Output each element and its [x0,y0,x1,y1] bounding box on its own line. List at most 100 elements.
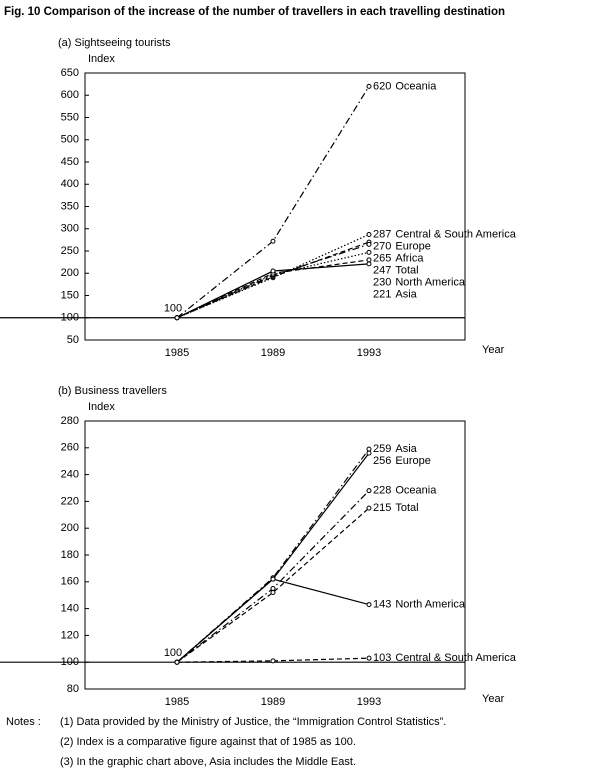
marker [270,590,276,596]
y-tick-label: 50 [67,334,79,346]
marker [270,576,276,582]
marker [366,488,372,494]
series-name: Asia [395,288,417,300]
marker [174,659,180,665]
data-label: 287 Central & South America [373,228,517,240]
series-name: North America [395,598,466,610]
data-label: 620 Oceania [373,80,437,92]
marker [270,658,276,664]
marker [366,655,372,661]
x-tick-label: 1985 [165,696,189,708]
series-name: Total [395,502,418,514]
value-label: 215 [373,502,391,514]
start-value-label: 100 [164,647,182,659]
value-label: 228 [373,485,391,497]
series-name: Europe [395,455,430,467]
y-tick-label: 220 [61,495,79,507]
series-name: Asia [395,443,417,455]
data-label: 221 Asia [373,288,418,300]
data-label: 228 Oceania [373,485,437,497]
data-label: 247 Total [373,264,419,276]
series-name: Total [395,264,418,276]
marker [366,602,372,608]
y-tick-label: 450 [61,156,79,168]
y-tick-label: 550 [61,111,79,123]
start-value-label: 100 [164,303,182,315]
y-tick-label: 260 [61,442,79,454]
marker [270,586,276,591]
note: (2) Index is a comparative figure agains… [60,736,356,748]
data-label: 270 Europe [373,240,431,252]
chart-subtitle: (a) Sightseeing tourists [58,37,171,49]
series-line [176,507,370,663]
marker [174,315,180,321]
y-tick-label: 150 [61,289,79,301]
y-tick-label: 500 [61,134,79,146]
marker [366,249,372,255]
y-tick-label: 250 [61,245,79,257]
y-tick-label: 280 [61,415,79,427]
y-tick-label: 200 [61,267,79,279]
data-label: 103 Central & South America [373,652,517,664]
series-line [176,243,370,319]
data-label: 215 Total [373,502,419,514]
y-tick-label: 350 [61,200,79,212]
data-label: 256 Europe [373,455,431,467]
series-name: Africa [395,252,424,264]
y-tick-label: 400 [61,178,79,190]
y-axis-label: Index [88,401,115,413]
value-label: 259 [373,443,391,455]
value-label: 287 [373,228,391,240]
x-tick-label: 1985 [165,347,189,359]
value-label: 265 [373,252,391,264]
figure-title: Fig. 10 Comparison of the increase of th… [4,6,505,18]
series-line [176,452,370,663]
x-tick-label: 1993 [357,696,381,708]
data-label: 265 Africa [373,252,424,264]
series-name: Europe [395,240,430,252]
y-tick-label: 160 [61,576,79,588]
data-label: 230 North America [373,276,466,288]
marker [366,83,372,89]
series-name: Central & South America [395,228,516,240]
marker [366,450,372,456]
y-tick-label: 80 [67,683,79,695]
y-tick-label: 600 [61,89,79,101]
value-label: 103 [373,652,391,664]
y-tick-label: 200 [61,522,79,534]
value-label: 143 [373,598,391,610]
note: (1) Data provided by the Ministry of Jus… [60,716,446,728]
data-label: 259 Asia [373,443,418,455]
y-tick-label: 240 [61,469,79,481]
y-tick-label: 100 [61,656,79,668]
marker [270,268,276,274]
value-label: 256 [373,455,391,467]
marker [366,232,372,238]
x-tick-label: 1989 [261,696,285,708]
y-axis-label: Index [88,53,115,65]
note: (3) In the graphic chart above, Asia inc… [60,756,356,768]
series-line [176,251,370,319]
value-label: 247 [373,264,391,276]
marker [366,446,372,452]
x-axis-label: Year [482,693,505,705]
y-tick-label: 180 [61,549,79,561]
series-name: Central & South America [395,652,516,664]
marker [366,257,372,263]
notes-label: Notes : [6,716,41,728]
chart-subtitle: (b) Business travellers [58,385,167,397]
data-label: 143 North America [373,598,466,610]
y-tick-label: 300 [61,223,79,235]
y-tick-label: 650 [61,67,79,79]
marker [366,261,372,267]
value-label: 230 [373,276,391,288]
value-label: 221 [373,288,391,300]
series-name: Oceania [395,80,437,92]
series-line [176,448,370,663]
series-name: Oceania [395,485,437,497]
series-line [176,86,370,319]
y-tick-label: 140 [61,603,79,615]
marker [270,238,276,244]
series-name: North America [395,276,466,288]
